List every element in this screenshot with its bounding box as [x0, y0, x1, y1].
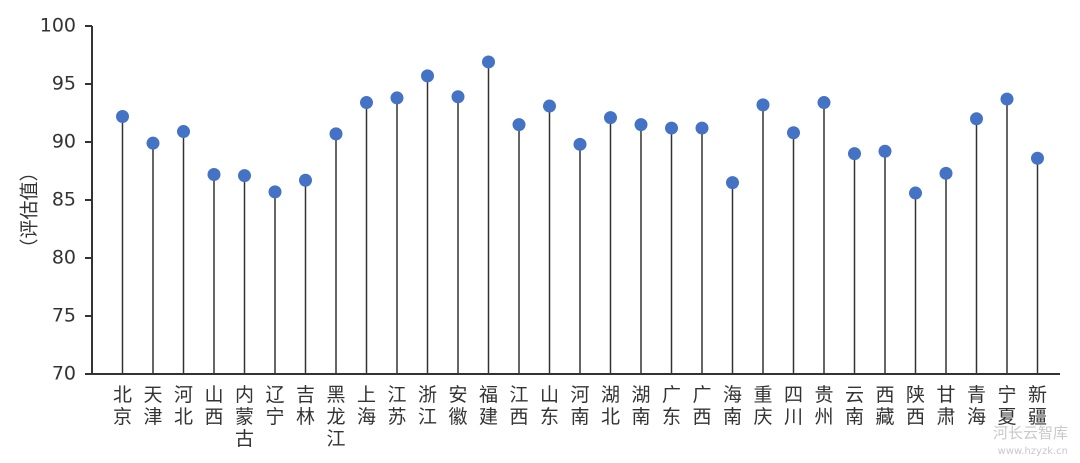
data-point: [848, 147, 861, 161]
x-tick-label: 贵州: [814, 384, 833, 428]
y-tick-label: 85: [52, 189, 76, 211]
x-tick-label: 吉林: [296, 384, 315, 428]
data-point: [756, 98, 770, 112]
x-tick-label: 甘肃: [936, 384, 955, 428]
x-tick-label: 广西: [692, 384, 711, 428]
data-point: [207, 167, 221, 181]
data-point: [116, 109, 129, 123]
x-tick-label: 江西: [509, 384, 528, 428]
x-tick-label: 河南: [570, 384, 589, 428]
watermark-text: 河长云智库: [993, 424, 1068, 442]
data-point: [299, 173, 312, 187]
markers: [116, 55, 1044, 200]
data-point: [329, 127, 343, 141]
y-tick-label: 95: [52, 73, 76, 95]
data-point: [238, 169, 251, 183]
y-tick-label: 90: [52, 131, 76, 153]
watermark: 河长云智库 www.hzyzk.cn: [993, 424, 1068, 457]
x-tick-label: 广东: [662, 384, 681, 428]
x-tick-label: 湖南: [631, 384, 650, 428]
y-axis-title: （评估值）: [19, 162, 41, 257]
stems: [121, 61, 1039, 374]
y-tick-label: 80: [52, 247, 76, 269]
x-tick-label: 新疆: [1028, 384, 1047, 428]
x-tick-label: 北京: [113, 384, 132, 428]
x-tick-label: 辽宁: [265, 384, 284, 428]
x-tick-label: 河北: [174, 384, 193, 428]
data-point: [573, 137, 587, 151]
x-tick-label: 青海: [967, 384, 986, 428]
x-tick-label: 山西: [204, 384, 223, 428]
y-tick-labels: 70 75 80 85 90 95 100: [40, 15, 76, 385]
x-tick-label: 黑龙江: [326, 384, 345, 450]
data-point: [726, 176, 739, 190]
data-point: [482, 55, 495, 69]
x-tick-label: 陕西: [906, 384, 925, 428]
data-point: [665, 121, 678, 135]
x-tick-label: 江苏: [387, 384, 406, 428]
data-point: [421, 69, 434, 83]
x-tick-label: 上海: [357, 384, 376, 428]
data-point: [634, 118, 648, 132]
x-tick-label: 福建: [479, 384, 498, 428]
x-tick-label: 浙江: [418, 384, 437, 428]
x-tick-label: 天津: [143, 384, 162, 428]
data-point: [146, 136, 160, 150]
data-point: [1000, 92, 1014, 106]
data-point: [604, 111, 617, 125]
x-tick-label: 宁夏: [997, 384, 1016, 428]
data-point: [390, 91, 404, 105]
x-tick-label: 云南: [845, 384, 864, 428]
x-tick-label: 西藏: [875, 384, 894, 428]
data-point: [360, 96, 373, 110]
axes: [85, 25, 1060, 375]
x-tick-label: 安徽: [448, 384, 467, 428]
x-tick-label: 海南: [723, 384, 742, 428]
data-point: [939, 166, 953, 180]
data-point: [909, 186, 922, 200]
y-tick-label: 100: [40, 15, 76, 37]
x-tick-label: 山东: [540, 384, 559, 428]
x-tick-label: 重庆: [753, 384, 772, 428]
x-tick-label: 内蒙古: [235, 384, 254, 450]
data-point: [543, 99, 556, 113]
y-tick-label: 70: [52, 363, 76, 385]
data-point: [878, 144, 892, 158]
x-tick-label: 湖北: [601, 384, 620, 428]
x-tick-label: 四川: [784, 384, 803, 428]
data-point: [970, 112, 983, 126]
data-point: [817, 96, 831, 110]
data-point: [695, 121, 709, 135]
data-point: [1031, 151, 1044, 165]
data-point: [451, 90, 465, 104]
watermark-url: www.hzyzk.cn: [998, 446, 1068, 457]
data-point: [177, 125, 190, 139]
data-point: [787, 126, 800, 140]
data-point: [268, 185, 282, 199]
data-point: [512, 118, 526, 132]
y-tick-label: 75: [52, 305, 76, 327]
x-tick-labels: 北京天津河北山西内蒙古辽宁吉林黑龙江上海江苏浙江安徽福建江西山东河南湖北湖南广东…: [113, 384, 1047, 450]
